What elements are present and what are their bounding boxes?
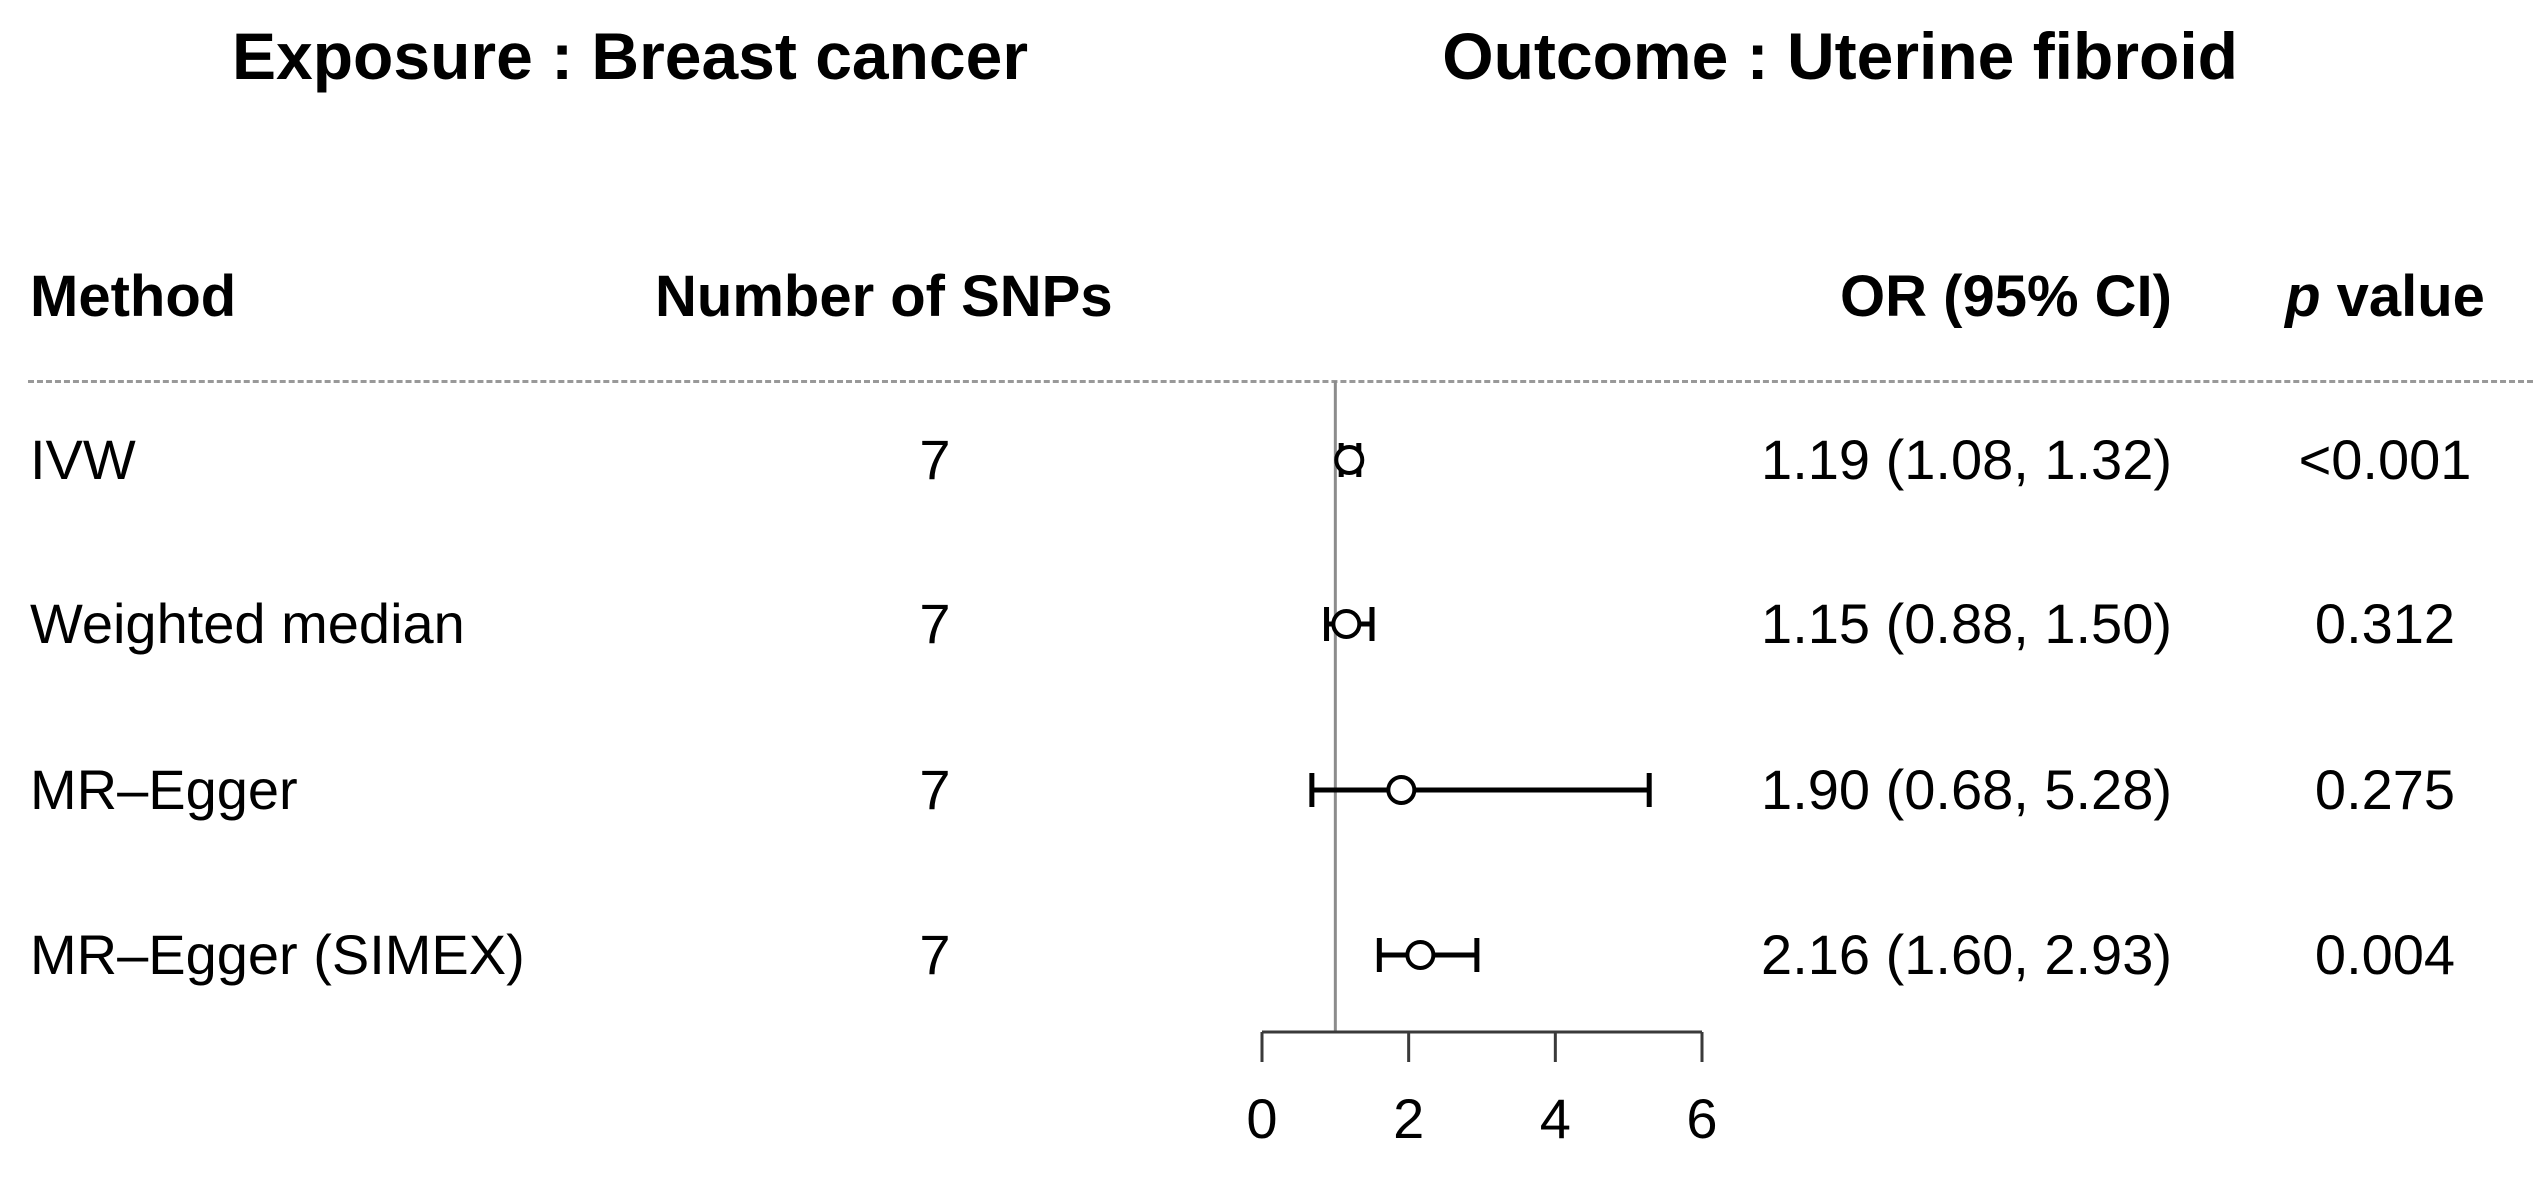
table-row: MR–Egger 7 1.90 (0.68, 5.28) 0.275 <box>0 755 2543 825</box>
table-header: Method Number of SNPs OR (95% CI) p valu… <box>0 262 2543 332</box>
x-axis-tick-label: 0 <box>1246 1087 1277 1150</box>
or-point-marker <box>1405 940 1436 970</box>
x-axis-tick-label: 4 <box>1540 1087 1571 1150</box>
table-row: MR–Egger (SIMEX) 7 2.16 (1.60, 2.93) 0.0… <box>0 920 2543 990</box>
or-ci-value: 1.19 (1.08, 1.32) <box>1761 428 2172 491</box>
or-point-marker <box>1386 775 1417 805</box>
p-value: 0.312 <box>2314 592 2456 655</box>
table-row: Weighted median 7 1.15 (0.88, 1.50) 0.31… <box>0 589 2543 659</box>
method-label: MR–Egger (SIMEX) <box>30 923 525 986</box>
column-header-method: Method <box>30 264 237 329</box>
snps-count: 7 <box>919 923 951 986</box>
table-row: IVW 7 1.19 (1.08, 1.32) <0.001 <box>0 425 2543 495</box>
title-outcome: Outcome : Uterine fibroid <box>1442 19 2238 93</box>
header-divider <box>28 380 2533 383</box>
figure-title: Exposure : Breast cancer Outcome : Uteri… <box>232 16 2238 96</box>
snps-count: 7 <box>919 428 951 491</box>
x-axis-tick-label: 2 <box>1393 1087 1424 1150</box>
or-ci-value: 1.90 (0.68, 5.28) <box>1761 758 2172 821</box>
method-label: Weighted median <box>30 592 465 655</box>
p-value: 0.004 <box>2314 923 2456 986</box>
p-value: 0.275 <box>2314 758 2456 821</box>
x-axis-tick-label: 6 <box>1686 1087 1717 1150</box>
p-value-header-value: value <box>2320 264 2485 329</box>
snps-count: 7 <box>919 758 951 821</box>
title-exposure: Exposure : Breast cancer <box>232 19 1029 93</box>
p-value: <0.001 <box>2298 428 2472 491</box>
p-value-header-p: p <box>2285 264 2321 329</box>
method-label: MR–Egger <box>30 758 298 821</box>
column-header-snps: Number of SNPs <box>655 264 1113 329</box>
or-point-marker <box>1334 445 1365 475</box>
snps-count: 7 <box>919 592 951 655</box>
column-header-or-ci: OR (95% CI) <box>1840 264 2172 329</box>
or-point-marker <box>1331 609 1362 639</box>
or-ci-value: 2.16 (1.60, 2.93) <box>1761 923 2172 986</box>
method-label: IVW <box>30 428 136 491</box>
or-ci-value: 1.15 (0.88, 1.50) <box>1761 592 2172 655</box>
column-header-p-value: p value <box>2235 262 2535 332</box>
